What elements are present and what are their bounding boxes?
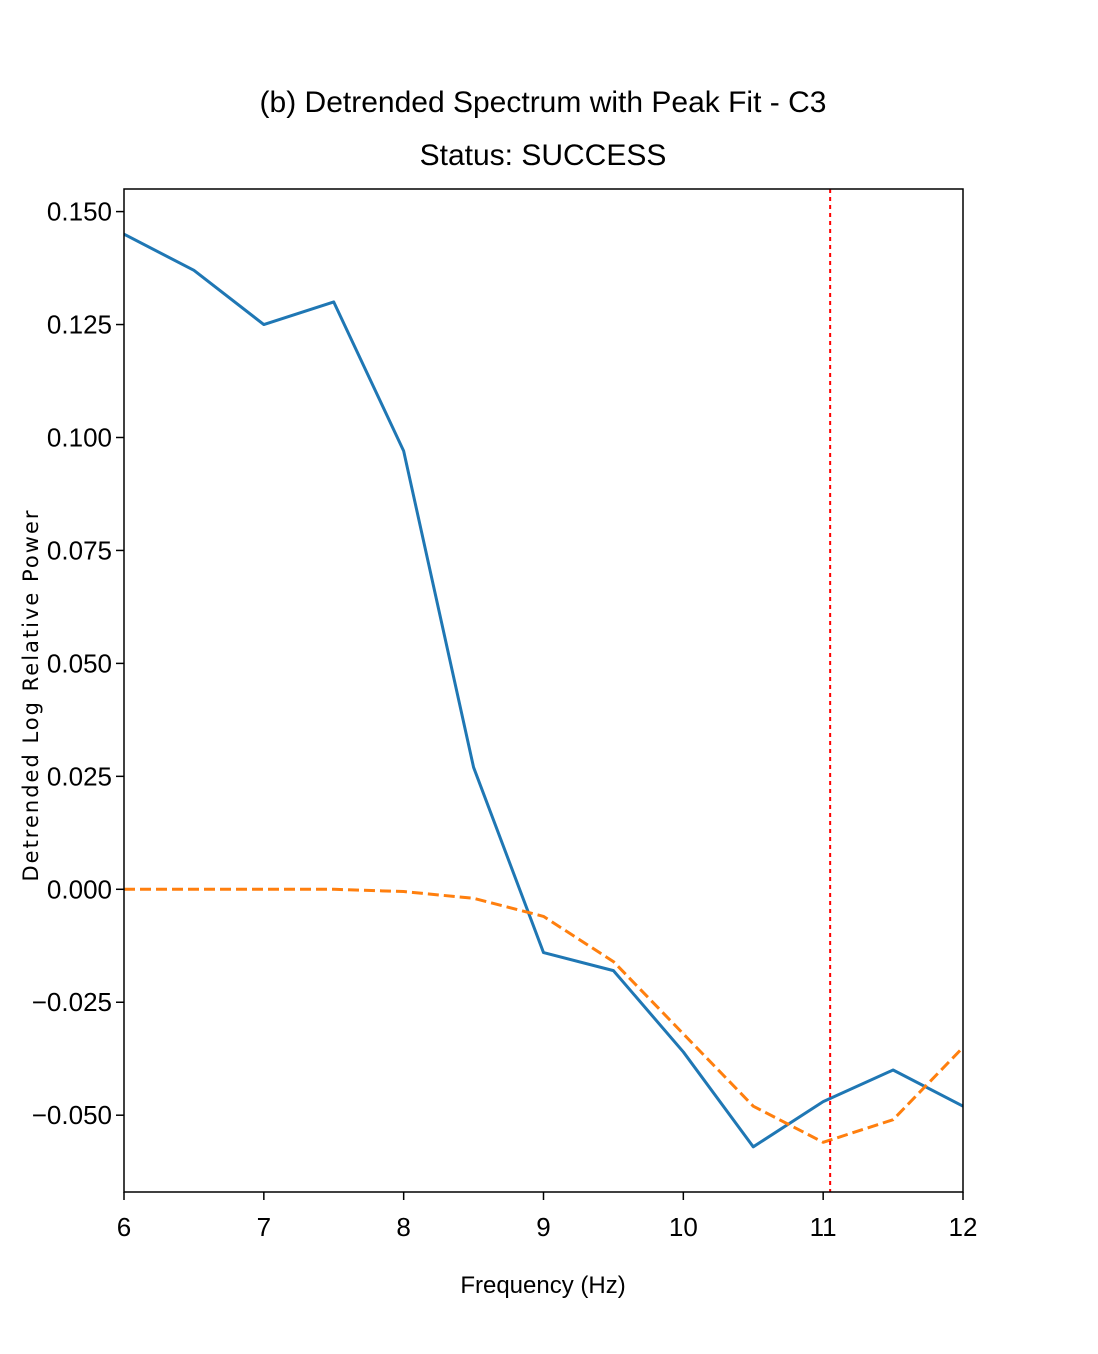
y-tick-label: −0.050: [32, 1100, 112, 1130]
y-tick-label: 0.150: [47, 197, 112, 227]
series-group: [124, 189, 963, 1192]
x-tick-label: 7: [257, 1212, 271, 1242]
x-tick-label: 6: [117, 1212, 131, 1242]
series-line-2: [124, 887, 963, 1144]
y-tick-label: 0.100: [47, 422, 112, 452]
y-tick-label: 0.000: [47, 874, 112, 904]
chart-title: (b) Detrended Spectrum with Peak Fit - C…: [260, 86, 827, 119]
y-tick-label: 0.125: [47, 310, 112, 340]
x-tick-label: 12: [949, 1212, 978, 1242]
x-tick-label: 10: [669, 1212, 698, 1242]
chart-subtitle: Status: SUCCESS: [420, 139, 667, 172]
x-tick-label: 9: [536, 1212, 550, 1242]
y-tick-label: 0.050: [47, 648, 112, 678]
y-tick-label: 0.025: [47, 761, 112, 791]
plot-area: 6 7 8 9 10 11 12 0.150 0.125 0.100 0.075 0.050 0.025…: [32, 188, 978, 1242]
plot-frame: [123, 188, 964, 1193]
series-line-1: [124, 232, 963, 1149]
y-tick-label: 0.075: [47, 535, 112, 565]
y-tick-label: −0.025: [32, 987, 112, 1017]
y-axis-label: Detrended Log Relative Power: [19, 508, 43, 881]
x-axis-label: Frequency (Hz): [460, 1272, 625, 1299]
x-tick-label: 8: [396, 1212, 410, 1242]
x-tick-label: 11: [810, 1212, 837, 1242]
